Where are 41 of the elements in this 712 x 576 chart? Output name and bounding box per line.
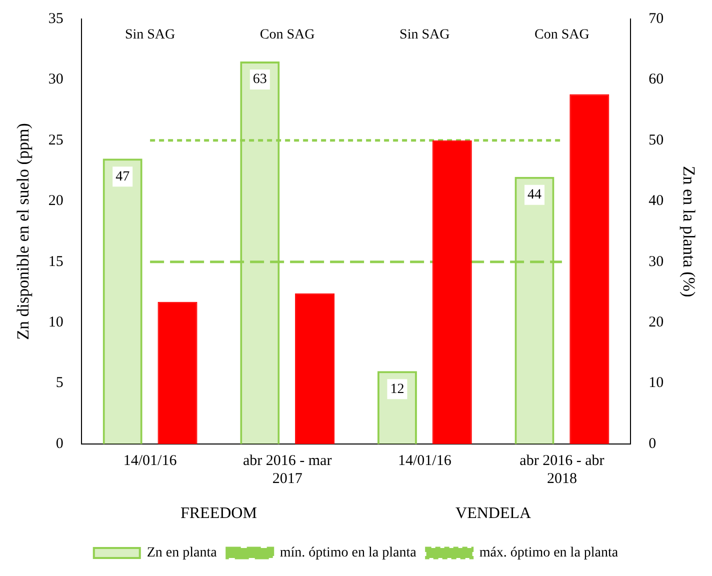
y2-tick-label: 40 (648, 193, 664, 210)
text: VENDELA (456, 505, 532, 522)
y-tick-label: 30 (48, 72, 64, 88)
y2-tick-label: 20 (648, 314, 664, 331)
y-axis-title: Zn disponible en el suelo (ppm) (14, 123, 33, 340)
y2-tick-label: 70 (648, 10, 664, 27)
bar (432, 140, 472, 444)
annotation: Sin SAG (124, 28, 176, 43)
y-tick-label: 20 (48, 193, 64, 210)
bar (377, 371, 417, 444)
x-tick-label: abr 2016 - abr 2018 (520, 452, 604, 487)
data-label: 12 (390, 382, 404, 397)
legend-label: mín. óptimo en la planta (280, 546, 418, 561)
y2-tick-label: 50 (648, 132, 664, 148)
y-tick-label: 35 (48, 10, 64, 27)
y-tick-label: 25 (48, 132, 64, 148)
y-tick-label: 15 (48, 254, 64, 270)
y2-tick-label: 10 (648, 375, 664, 392)
annotation: Con SAG (534, 28, 590, 43)
x-tick-label: 14/01/16 (398, 452, 452, 469)
bar (570, 94, 610, 444)
x-tick-label: 14/01/16 (123, 452, 178, 469)
legend-label: Zn en planta (146, 546, 218, 561)
annotation: Sin SAG (400, 28, 450, 43)
data-label: 47 (116, 169, 130, 184)
annotation: Con SAG (260, 28, 315, 43)
data-label: 63 (252, 72, 267, 88)
bar (295, 293, 335, 444)
bar (158, 302, 198, 444)
data-label: 44 (527, 188, 542, 203)
y-tick-label: 10 (48, 314, 64, 331)
y2-tick-label: 0 (648, 436, 656, 452)
y-tick-label: 0 (56, 436, 64, 452)
y2-tick-label: 60 (648, 72, 664, 88)
bar (102, 158, 142, 444)
y2-tick-label: 30 (648, 254, 664, 270)
legend-label: máx. óptimo en la planta (479, 546, 619, 561)
x-tick-label: abr 2016 - mar 2017 (242, 452, 332, 487)
text: FREEDOM (180, 505, 257, 522)
y2-axis-title: Zn en la planta (%) (679, 166, 698, 298)
y-tick-label: 5 (56, 375, 64, 392)
